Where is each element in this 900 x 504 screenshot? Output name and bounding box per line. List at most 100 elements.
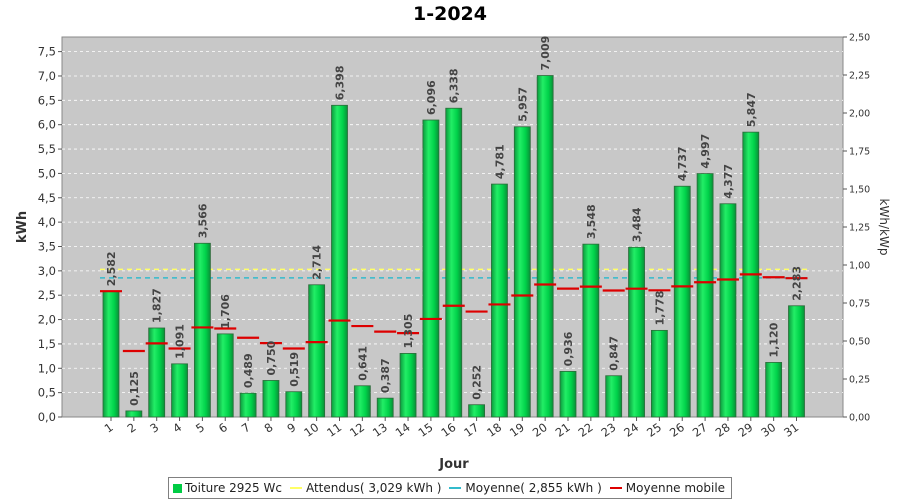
x-tick-label: 22: [576, 420, 596, 440]
bar-day-31: [788, 305, 805, 418]
bar-day-26: [673, 185, 691, 418]
x-tick-label: 4: [170, 420, 184, 436]
legend-label-average: Moyenne( 2,855 kWh ): [465, 481, 602, 495]
bar-day-12: [353, 385, 371, 418]
bar-day-14: [399, 353, 417, 418]
x-tick-label: 23: [598, 420, 618, 440]
legend-item-moving-average: Moyenne mobile: [609, 481, 726, 495]
x-tick-label: 27: [690, 420, 710, 440]
y2-tick-label: 2,25: [849, 71, 870, 82]
y2-tick-label: 0,75: [849, 299, 870, 310]
x-tick-label: 6: [216, 420, 230, 436]
y-tick-label: 2,0: [38, 313, 56, 327]
y2-axis-label: kWh/kWp: [877, 199, 891, 256]
x-tick-label: 11: [324, 420, 344, 440]
y-axis-label: kWh: [15, 211, 30, 243]
bar-day-20: [536, 75, 554, 418]
data-label-day-30: 1,120: [768, 322, 781, 357]
x-tick-label: 30: [758, 420, 778, 440]
y-tick-label: 1,0: [38, 361, 56, 375]
y2-tick-label: 2,00: [849, 109, 870, 120]
data-label-day-11: 6,398: [334, 66, 347, 101]
x-tick-label: 21: [553, 420, 573, 440]
bar-day-27: [696, 173, 714, 418]
y-tick-label: 3,0: [38, 264, 56, 278]
y2-tick-label: 0,25: [849, 375, 870, 386]
data-label-day-3: 1,827: [151, 288, 164, 323]
y-tick-label: 4,5: [38, 191, 56, 205]
bar-day-16: [445, 107, 463, 418]
data-label-day-20: 7,009: [539, 36, 552, 71]
legend-label-bars: Toiture 2925 Wc: [185, 481, 282, 495]
x-tick-label: 28: [713, 420, 733, 440]
data-label-day-8: 0,750: [265, 340, 278, 375]
x-tick-label: 12: [347, 420, 367, 440]
y2-tick-label: 1,00: [849, 261, 870, 272]
data-label-day-1: 2,582: [105, 251, 118, 286]
legend-swatch-moving-average: [609, 487, 622, 489]
data-label-day-29: 5,847: [745, 92, 758, 127]
chart-title: 1-2024: [413, 3, 487, 25]
x-tick-label: 26: [667, 420, 687, 440]
x-tick-label: 14: [393, 420, 413, 440]
legend-swatch-bars: [173, 483, 182, 493]
data-label-day-27: 4,997: [699, 134, 712, 169]
y-tick-label: 6,0: [38, 118, 56, 132]
bar-day-3: [148, 327, 166, 418]
x-tick-label: 19: [507, 420, 527, 440]
bar-day-24: [628, 246, 645, 418]
x-tick-label: 8: [262, 420, 276, 436]
data-label-day-7: 0,489: [242, 353, 255, 388]
data-label-day-31: 2,283: [791, 266, 804, 301]
bar-day-1: [102, 290, 120, 418]
x-tick-label: 10: [301, 420, 321, 440]
bar-day-13: [376, 397, 394, 418]
legend-swatch-average: [449, 487, 462, 489]
x-axis-label: Jour: [438, 457, 469, 472]
bar-day-8: [262, 380, 280, 418]
x-tick-label: 25: [644, 420, 664, 440]
data-label-day-26: 4,737: [676, 146, 689, 181]
bar-day-5: [193, 242, 211, 418]
y2-tick-label: 2,50: [849, 33, 870, 44]
x-tick-label: 17: [461, 420, 481, 440]
data-label-day-18: 4,781: [493, 144, 506, 179]
data-label-day-17: 0,252: [471, 365, 484, 400]
x-tick-label: 2: [125, 420, 139, 436]
x-tick-label: 13: [370, 420, 390, 440]
y-tick-label: 7,5: [38, 45, 56, 59]
data-label-day-4: 1,091: [174, 324, 187, 359]
data-label-day-24: 3,484: [631, 207, 644, 242]
x-tick-label: 31: [781, 420, 801, 440]
legend: Toiture 2925 Wc Attendus( 3,029 kWh ) Mo…: [168, 477, 733, 499]
y2-tick-label: 0,50: [849, 337, 870, 348]
y-tick-label: 0,5: [38, 386, 56, 400]
x-tick-label: 16: [438, 420, 458, 440]
legend-item-bars: Toiture 2925 Wc: [173, 481, 282, 495]
y2-tick-label: 0,00: [849, 413, 870, 424]
data-label-day-12: 0,641: [356, 346, 369, 381]
bar-day-19: [513, 126, 531, 418]
data-label-day-28: 4,377: [722, 164, 735, 199]
data-label-day-14: 1,305: [402, 314, 415, 349]
x-tick-label: 3: [147, 420, 161, 436]
y2-tick-label: 1,50: [849, 185, 870, 196]
data-label-day-23: 0,847: [608, 336, 621, 371]
data-label-day-15: 6,096: [425, 80, 438, 115]
data-label-day-6: 1,706: [219, 294, 232, 329]
data-label-day-9: 0,519: [288, 352, 301, 387]
data-label-day-13: 0,387: [379, 358, 392, 393]
legend-label-moving-average: Moyenne mobile: [625, 481, 726, 495]
x-tick-label: 5: [193, 420, 207, 436]
y-tick-label: 2,5: [38, 288, 56, 302]
x-tick-label: 20: [530, 420, 550, 440]
bar-day-15: [422, 119, 440, 418]
bar-day-6: [216, 333, 234, 418]
x-tick-label: 24: [621, 420, 641, 440]
data-label-day-10: 2,714: [311, 245, 324, 280]
bar-day-2: [125, 410, 143, 418]
bar-day-28: [719, 203, 737, 418]
y-tick-label: 0,0: [38, 410, 56, 424]
y-tick-label: 1,5: [38, 337, 56, 351]
